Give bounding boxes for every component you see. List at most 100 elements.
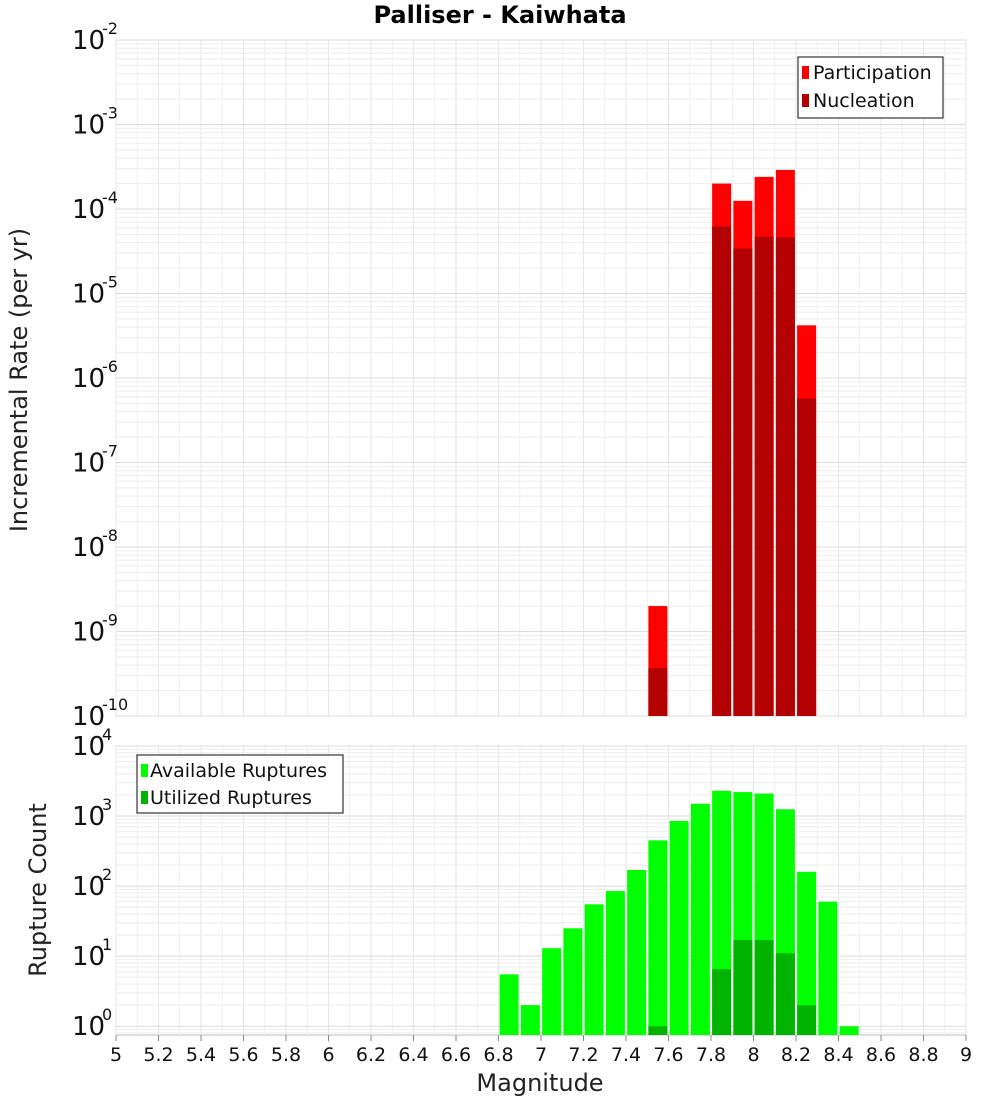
bottom-ytick-exp: 1 xyxy=(102,935,112,954)
bottom-bar-back xyxy=(839,1026,859,1035)
x-tick-label: 7.6 xyxy=(653,1044,683,1066)
top-ytick-base: 10 xyxy=(72,26,105,56)
top-bar-front xyxy=(775,237,795,717)
bottom-ytick-base: 10 xyxy=(72,732,105,762)
top-ytick-exp: -5 xyxy=(102,273,118,292)
x-tick-label: 5.2 xyxy=(143,1044,173,1066)
top-ytick: 10-10 xyxy=(72,695,128,732)
bottom-bar-back xyxy=(818,901,838,1035)
bottom-ytick-base: 10 xyxy=(72,872,105,902)
top-ytick-base: 10 xyxy=(72,618,105,648)
top-ytick: 10-8 xyxy=(72,526,118,563)
bottom-bar-front xyxy=(648,1026,668,1035)
bottom-ytick: 100 xyxy=(72,1005,112,1042)
bottom-bar-back xyxy=(605,891,625,1035)
bottom-ytick-exp: 3 xyxy=(102,795,112,814)
legend-swatch-available xyxy=(141,764,148,777)
top-ytick-base: 10 xyxy=(72,111,105,141)
top-ytick-base: 10 xyxy=(72,195,105,225)
x-tick-label: 7 xyxy=(535,1044,547,1066)
legend-label-available: Available Ruptures xyxy=(150,760,327,782)
bottom-bar-front xyxy=(712,969,732,1035)
bottom-ytick: 102 xyxy=(72,865,112,902)
bottom-bar-back xyxy=(563,928,583,1035)
x-tick-label: 5 xyxy=(110,1044,122,1066)
bottom-bar-back xyxy=(627,869,647,1035)
top-ytick: 10-6 xyxy=(72,357,118,394)
bottom-bar-front xyxy=(754,940,774,1035)
top-bar-front xyxy=(733,248,753,716)
bottom-bar-front xyxy=(775,953,795,1035)
x-tick-label: 8.4 xyxy=(823,1044,853,1066)
x-tick-label: 5.8 xyxy=(271,1044,301,1066)
x-tick-label: 5.4 xyxy=(186,1044,216,1066)
bottom-bar-back xyxy=(584,904,604,1035)
bottom-ytick-exp: 0 xyxy=(102,1005,112,1024)
x-tick-label: 8 xyxy=(747,1044,759,1066)
top-ytick-base: 10 xyxy=(72,364,105,394)
bottom-ytick-base: 10 xyxy=(72,802,105,832)
x-tick-label: 6.6 xyxy=(441,1044,471,1066)
top-bar-front xyxy=(797,398,817,716)
top-bars xyxy=(648,169,817,717)
top-bar-front xyxy=(754,236,774,716)
top-ytick: 10-2 xyxy=(72,19,118,56)
top-ytick-exp: -10 xyxy=(102,695,128,714)
bottom-legend: Available Ruptures Utilized Ruptures xyxy=(136,754,344,814)
top-ytick-exp: -2 xyxy=(102,19,118,38)
top-bar-front xyxy=(712,226,732,716)
bottom-ytick-exp: 2 xyxy=(102,865,112,884)
bottom-bar-back xyxy=(542,948,562,1035)
top-ytick-base: 10 xyxy=(72,449,105,479)
legend-label-participation: Participation xyxy=(813,62,932,84)
top-ytick: 10-7 xyxy=(72,442,118,479)
top-ytick-base: 10 xyxy=(72,702,105,732)
bottom-bar-back xyxy=(797,871,817,1035)
top-legend-box xyxy=(797,56,944,119)
bottom-ytick-base: 10 xyxy=(72,1012,105,1042)
x-tick-label: 6 xyxy=(322,1044,334,1066)
legend-label-utilized: Utilized Ruptures xyxy=(150,787,312,809)
bottom-bar-back xyxy=(648,840,668,1035)
x-tick-label: 6.4 xyxy=(398,1044,428,1066)
bottom-ytick-base: 10 xyxy=(72,942,105,972)
bottom-bar-front xyxy=(733,940,753,1035)
bottom-ytick: 103 xyxy=(72,795,112,832)
bottom-bar-back xyxy=(499,974,519,1035)
x-tick-label: 6.2 xyxy=(356,1044,386,1066)
top-ytick: 10-4 xyxy=(72,188,118,225)
x-tick-label: 7.4 xyxy=(611,1044,641,1066)
bottom-bar-back xyxy=(520,1005,540,1035)
top-ytick: 10-5 xyxy=(72,273,118,310)
top-ytick-exp: -8 xyxy=(102,526,118,545)
bottom-bars xyxy=(499,790,859,1035)
bottom-ytick: 101 xyxy=(72,935,112,972)
x-tick-label: 6.8 xyxy=(483,1044,513,1066)
bottom-ytick-exp: 4 xyxy=(102,725,112,744)
top-ytick-exp: -4 xyxy=(102,188,118,207)
top-ytick-base: 10 xyxy=(72,533,105,563)
top-ytick-exp: -9 xyxy=(102,611,118,630)
bottom-bar-back xyxy=(690,803,710,1035)
x-tick-label: 7.8 xyxy=(696,1044,726,1066)
top-ytick: 10-9 xyxy=(72,611,118,648)
legend-swatch-nucleation xyxy=(802,94,809,107)
legend-swatch-utilized xyxy=(141,791,148,804)
bottom-y-axis-label: Rupture Count xyxy=(24,803,52,977)
x-tick-label: 8.2 xyxy=(781,1044,811,1066)
bottom-legend-box xyxy=(136,754,344,814)
top-y-axis-label: Incremental Rate (per yr) xyxy=(5,228,33,532)
x-tick-labels: 5 5.2 5.4 5.6 5.8 6 6.2 6.4 6.6 6.8 7 7.2 7.4 7.6 7.8 8… xyxy=(110,1035,972,1066)
top-bar-front xyxy=(648,667,668,716)
top-ytick-exp: -3 xyxy=(102,104,118,123)
bottom-bar-back xyxy=(669,821,689,1035)
top-legend: Participation Nucleation xyxy=(797,56,944,119)
top-ytick: 10-3 xyxy=(72,104,118,141)
x-tick-label: 5.6 xyxy=(228,1044,258,1066)
legend-swatch-participation xyxy=(802,66,809,79)
bottom-ytick: 104 xyxy=(72,725,112,762)
chart-title: Palliser - Kaiwhata xyxy=(373,1,626,29)
top-gridlines xyxy=(115,39,967,717)
